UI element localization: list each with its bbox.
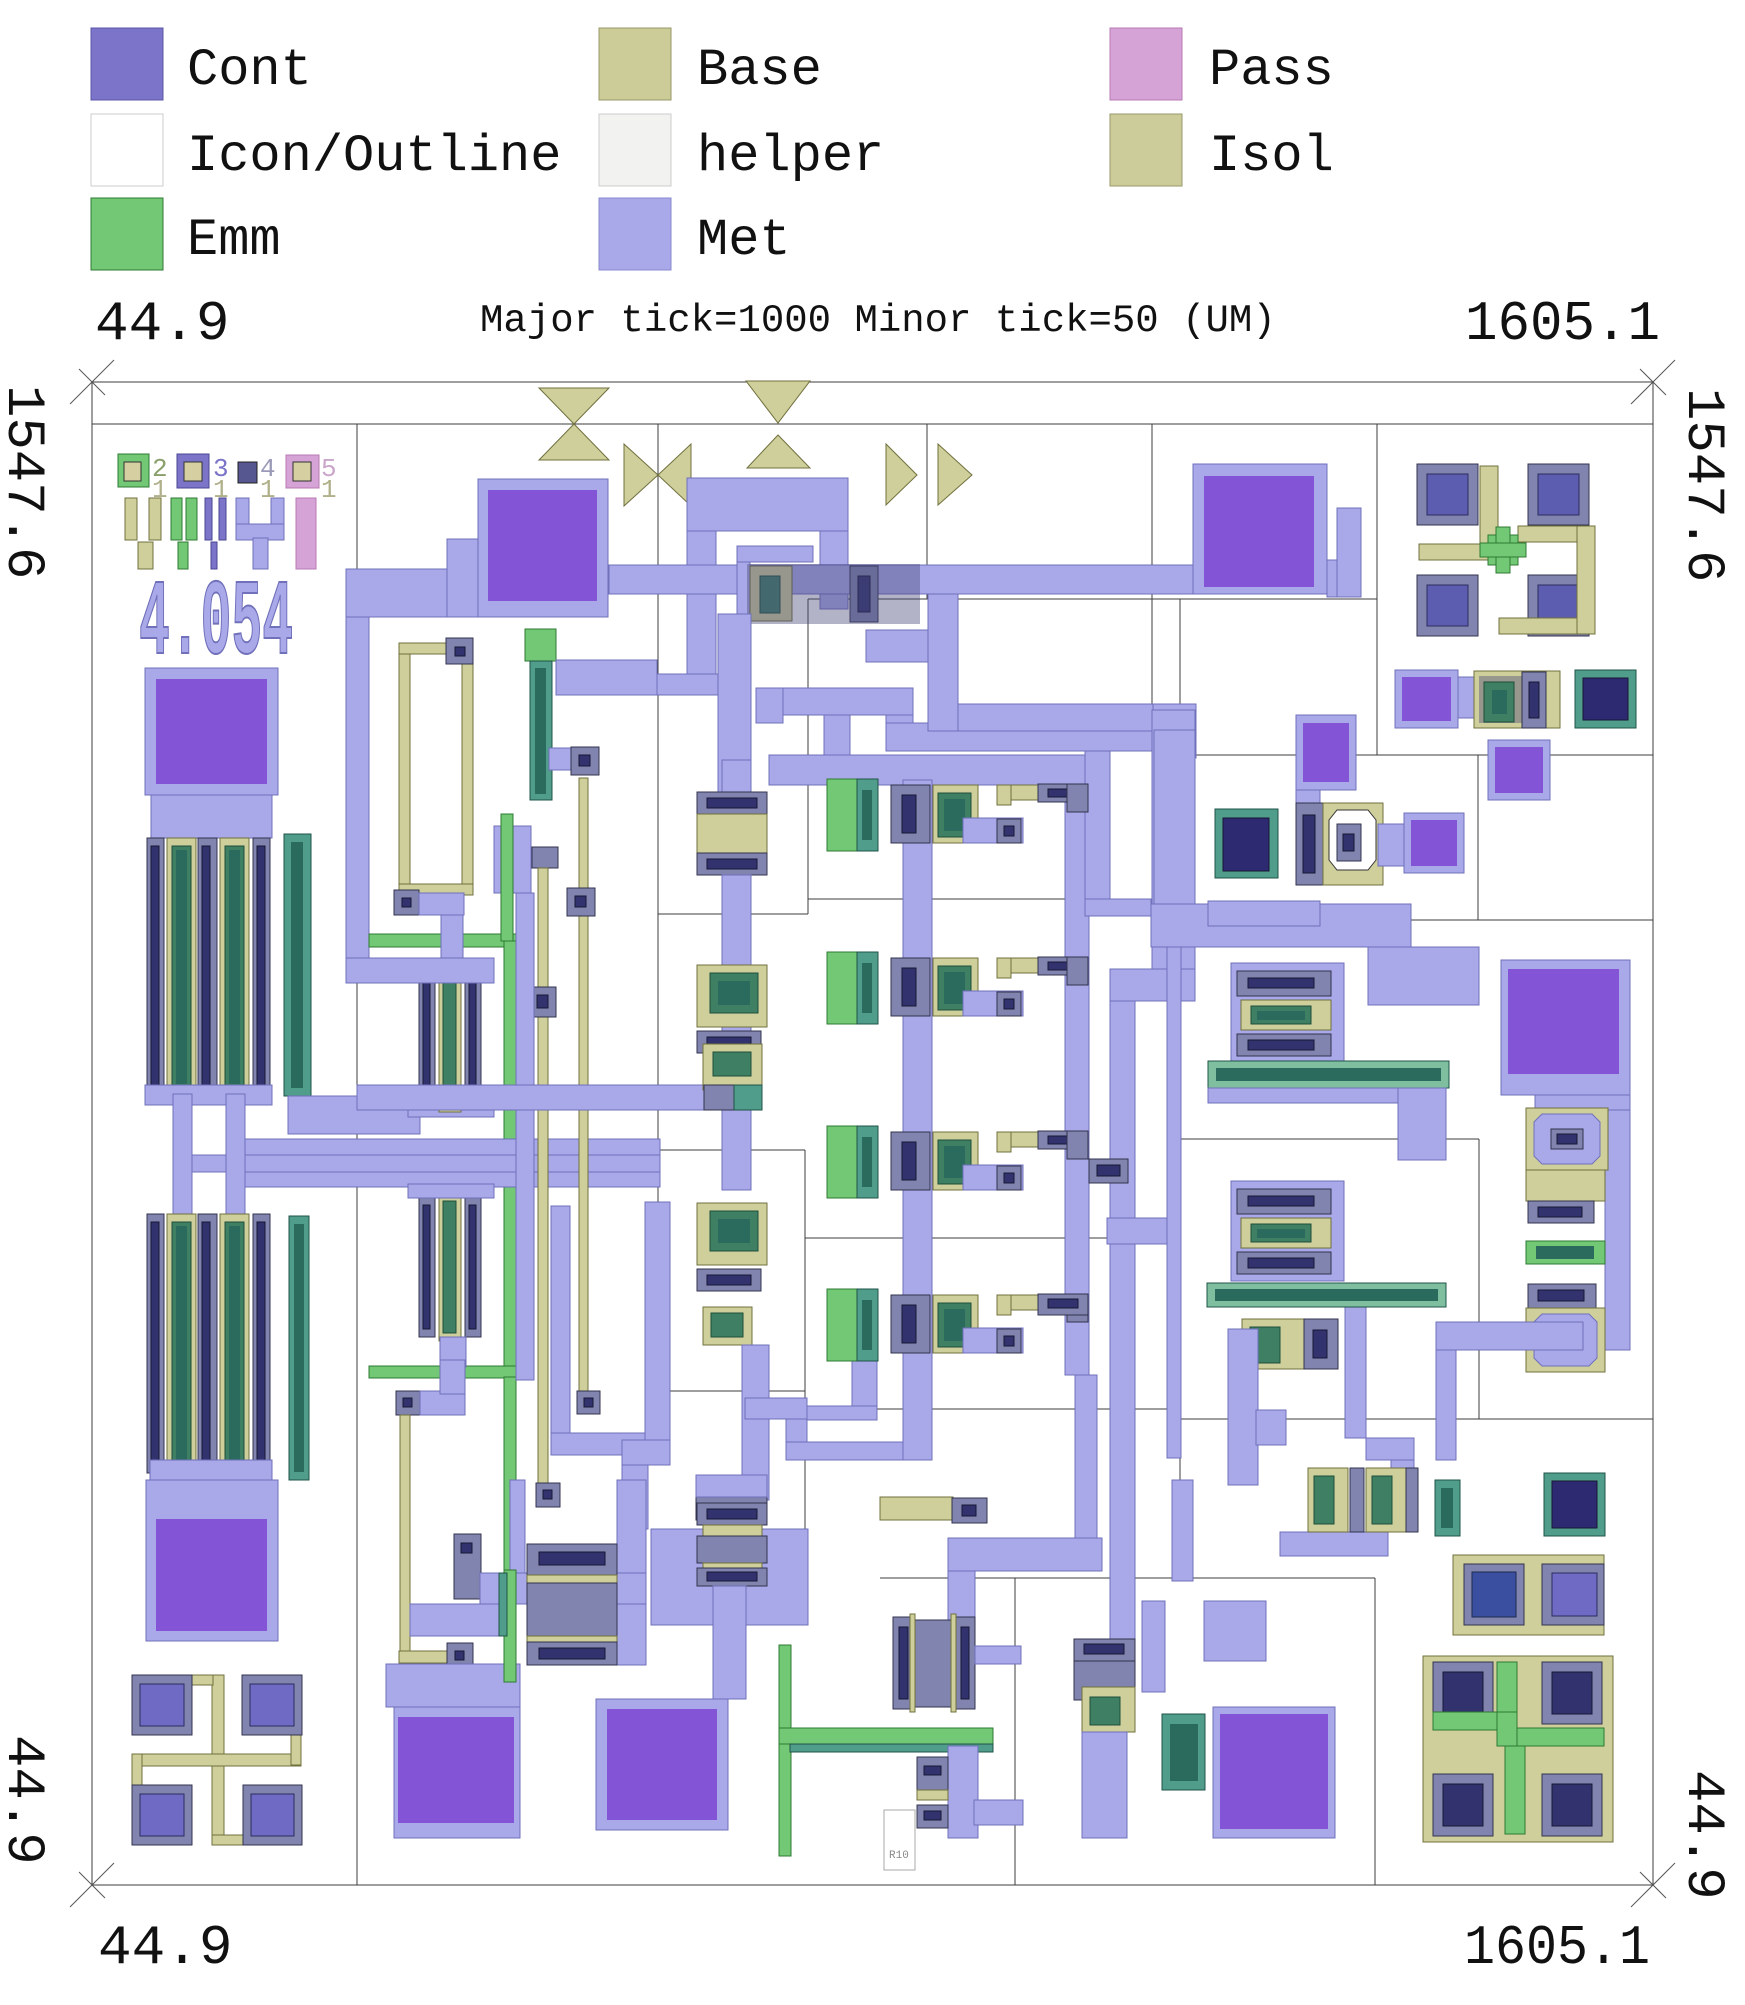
- svg-text:44.9: 44.9: [1672, 1770, 1733, 1900]
- svg-text:Isol: Isol: [1209, 127, 1334, 186]
- svg-text:Base: Base: [697, 41, 822, 100]
- svg-text:Pass: Pass: [1209, 41, 1334, 100]
- svg-text:R10: R10: [889, 1850, 909, 1862]
- svg-text:1605.1: 1605.1: [1464, 1916, 1650, 1980]
- svg-text:Icon/Outline: Icon/Outline: [187, 127, 561, 186]
- svg-text:helper: helper: [697, 127, 884, 186]
- svg-text:Met: Met: [697, 211, 791, 270]
- svg-text:44.9: 44.9: [98, 1916, 232, 1980]
- svg-text:Cont: Cont: [187, 41, 312, 100]
- svg-text:1547.6: 1547.6: [0, 385, 53, 579]
- svg-text:Emm: Emm: [187, 211, 281, 270]
- svg-text:44.9: 44.9: [95, 292, 229, 356]
- svg-text:1547.6: 1547.6: [1672, 388, 1733, 582]
- svg-text:1605.1: 1605.1: [1465, 292, 1660, 356]
- svg-text:1: 1: [321, 475, 337, 505]
- svg-text:3: 3: [213, 454, 229, 484]
- svg-text:4.054: 4.054: [139, 564, 293, 686]
- svg-text:Major tick=1000 Minor tick=50: Major tick=1000 Minor tick=50 (UM): [480, 299, 1276, 343]
- svg-text:4: 4: [260, 454, 276, 484]
- svg-text:44.9: 44.9: [0, 1735, 53, 1865]
- svg-text:2: 2: [152, 454, 168, 484]
- svg-text:5: 5: [321, 454, 337, 484]
